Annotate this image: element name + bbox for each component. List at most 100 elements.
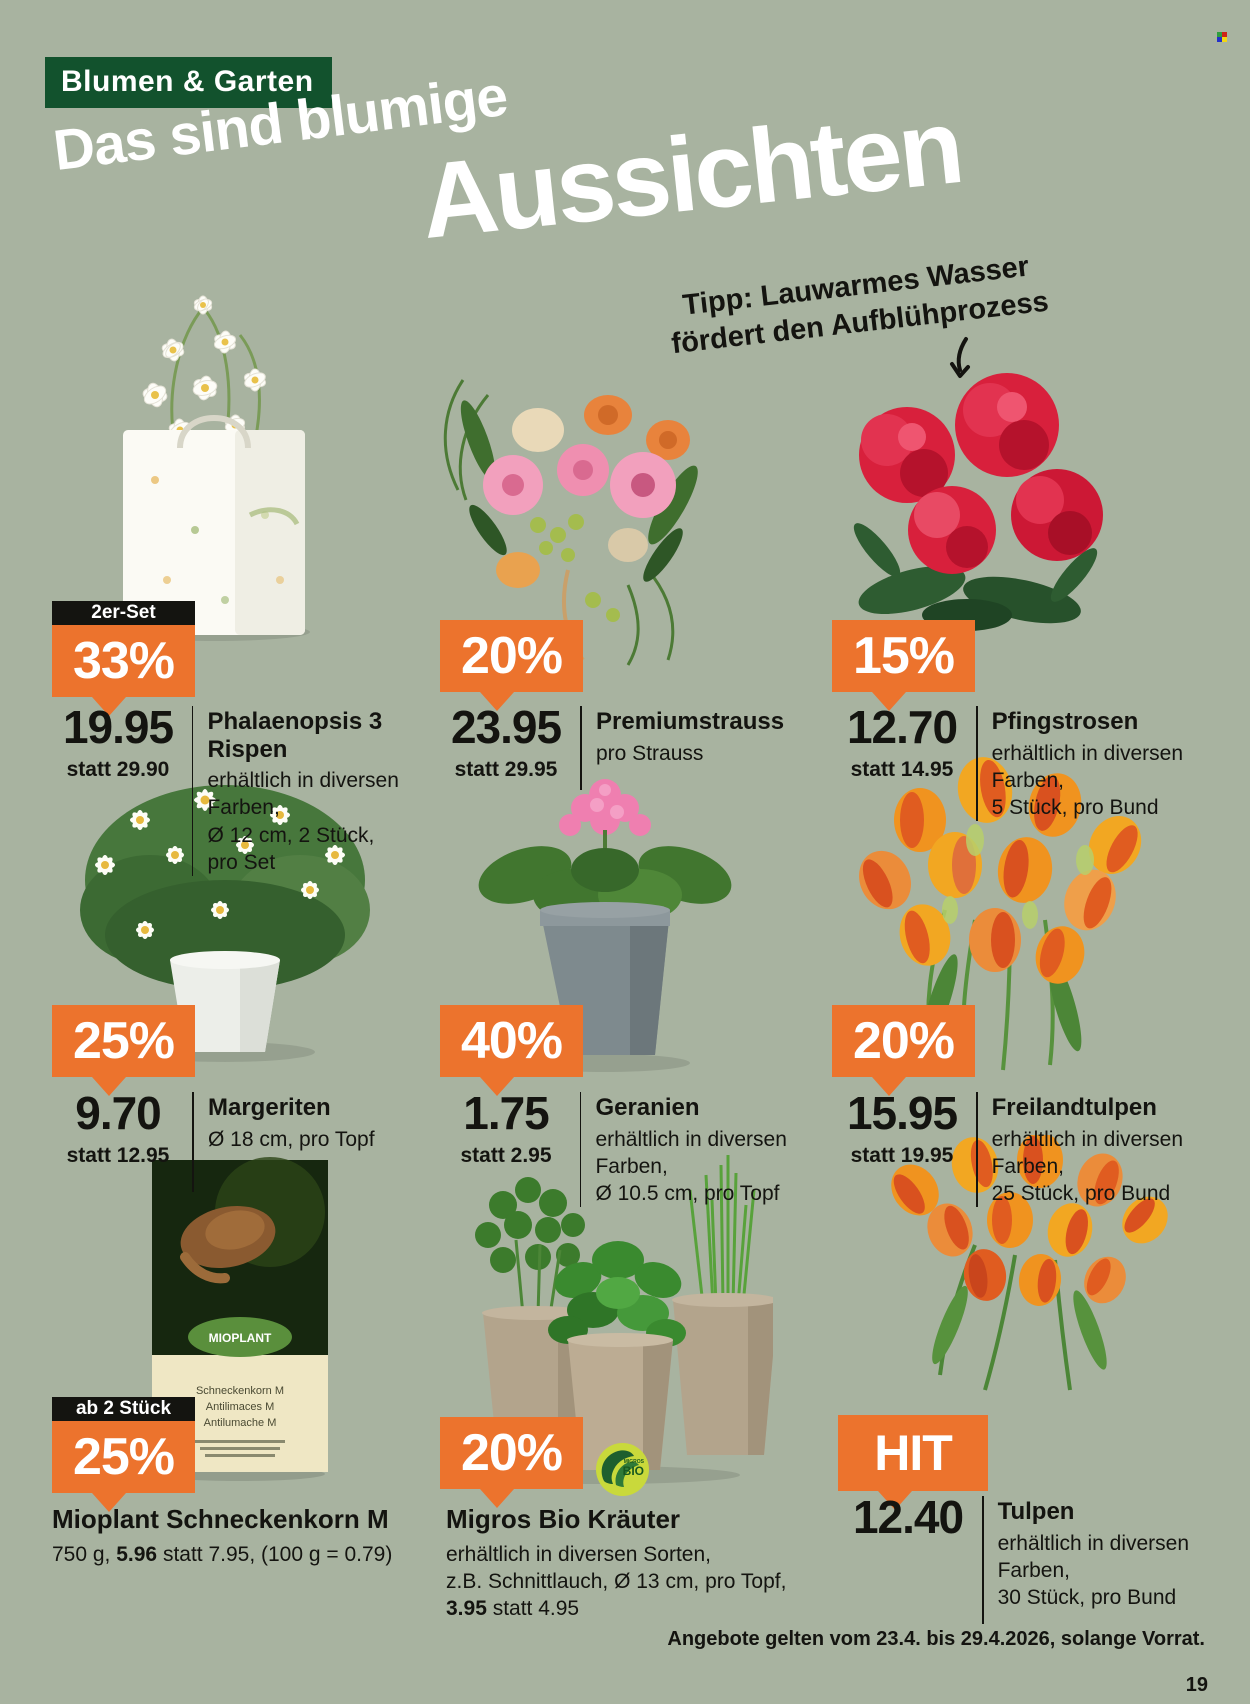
discount-badge-marguerites: 25%: [52, 1005, 195, 1096]
product-desc-line: erhältlich in diversen Farben,: [997, 1531, 1190, 1582]
package-logo-text: MIOPLANT: [209, 1331, 272, 1345]
discount-value: 25%: [52, 1421, 195, 1493]
product-title: Phalaenopsis 3 Rispen: [207, 708, 383, 763]
product-desc-line: erhältlich in diversen Farben,: [595, 1127, 787, 1178]
old-price: statt 29.95: [454, 757, 558, 781]
product-title: Migros Bio Kräuter: [446, 1504, 681, 1534]
marguerite-product-image: [55, 760, 395, 1070]
product-desc-line: Ø 18 cm, pro Topf: [208, 1127, 375, 1151]
peonies-product-image: [812, 365, 1122, 655]
price: 12.70: [846, 701, 958, 753]
offer-validity-text: Angebote gelten vom 23.4. bis 29.4.2026,…: [667, 1628, 1205, 1650]
product-title: Tulpen: [997, 1498, 1075, 1525]
svg-text:Schneckenkorn M: Schneckenkorn M: [196, 1385, 284, 1397]
product-desc-line: erhältlich in diversen Sorten,: [446, 1542, 711, 1566]
product-tile-herbs: Migros Bio Kräuter erhältlich in diverse…: [446, 1504, 806, 1623]
discount-value: 20%: [832, 1005, 975, 1077]
svg-text:Antilumache M: Antilumache M: [204, 1417, 277, 1429]
product-price-inline: 3.95: [446, 1597, 487, 1621]
product-desc-pre: 750 g,: [52, 1542, 117, 1566]
product-tile-field-tulips: 15.95 statt 19.95 Freilandtulpen erhältl…: [842, 1087, 1207, 1208]
slug-pellets-product-image: MIOPLANT Schneckenkorn M Antilimaces M A…: [140, 1152, 340, 1487]
field-tulips-product-image: [825, 750, 1195, 1090]
discount-value: 20%: [440, 620, 583, 692]
product-tile-bouquet: 23.95 statt 29.95 Premiumstrauss pro Str…: [446, 701, 791, 790]
badge-tail-icon: [92, 697, 126, 716]
product-tile-slug-pellets: Mioplant Schneckenkorn M 750 g, 5.96 sta…: [52, 1504, 412, 1568]
hit-badge-tulips: HIT: [838, 1415, 988, 1510]
badge-topbar: ab 2 Stück: [52, 1397, 195, 1421]
old-price: statt 14.95: [850, 757, 954, 781]
product-old-price-inline: statt 4.95: [486, 1597, 580, 1621]
divider: [976, 706, 978, 822]
badge-tail-icon: [872, 692, 906, 711]
discount-value: 33%: [52, 625, 195, 697]
price: 12.40: [852, 1491, 964, 1543]
product-desc-line: Ø 12 cm, 2 Stück, pro Set: [207, 823, 375, 875]
price: 1.75: [463, 1087, 550, 1139]
product-tile-marguerites: 9.70 statt 12.95 Margeriten Ø 18 cm, pro…: [58, 1090, 403, 1192]
product-desc-line: z.B. Schnittlauch, Ø 13 cm, pro Topf,: [446, 1570, 787, 1594]
divider: [976, 1092, 978, 1208]
product-desc-line: erhältlich in diversen Farben,: [991, 741, 1184, 792]
tip-text: Tipp: Lauwarmes Wasser fördert den Aufbl…: [625, 242, 1090, 368]
discount-value: 15%: [832, 620, 975, 692]
divider: [580, 1092, 582, 1208]
product-tile-geraniums: 1.75 statt 2.95 Geranien erhältlich in d…: [446, 1087, 791, 1208]
phalaenopsis-product-image: [85, 280, 345, 650]
discount-badge-peonies: 15%: [832, 620, 975, 711]
tulips-product-image: [855, 1132, 1195, 1410]
bio-badge-line2: BIO: [622, 1464, 644, 1478]
print-color-mark-icon: [1217, 32, 1227, 42]
discount-badge-field-tulips: 20%: [832, 1005, 975, 1096]
discount-value: 20%: [440, 1417, 583, 1489]
product-tile-phalaenopsis: 19.95 statt 29.90 Phalaenopsis 3 Rispen …: [58, 701, 403, 877]
badge-tail-icon: [878, 1491, 912, 1510]
product-title: Freilandtulpen: [991, 1094, 1157, 1121]
badge-tail-icon: [480, 1489, 514, 1508]
divider: [192, 1092, 194, 1192]
badge-tail-icon: [872, 1077, 906, 1096]
product-desc-line: Ø 10.5 cm, pro Topf: [595, 1182, 780, 1206]
price: 15.95: [846, 1087, 958, 1139]
badge-tail-icon: [92, 1493, 126, 1512]
discount-badge-geraniums: 40%: [440, 1005, 583, 1096]
divider: [580, 706, 582, 790]
product-desc-line: pro Strauss: [596, 741, 704, 765]
discount-badge-slug-pellets: ab 2 Stück 25%: [52, 1397, 195, 1512]
migros-bio-badge-icon: MIGROS BIO: [596, 1443, 649, 1496]
divider: [982, 1496, 984, 1624]
badge-tail-icon: [480, 692, 514, 711]
badge-tail-icon: [92, 1077, 126, 1096]
product-title: Geranien: [595, 1094, 700, 1121]
bio-badge-line1: MIGROS: [623, 1459, 644, 1465]
discount-badge-bouquet: 20%: [440, 620, 583, 711]
category-badge: Blumen & Garten: [45, 57, 332, 108]
divider: [192, 706, 194, 877]
premium-bouquet-product-image: [418, 370, 728, 680]
discount-value: 40%: [440, 1005, 583, 1077]
product-desc-line: erhältlich in diversen Farben,: [991, 1127, 1184, 1178]
product-desc-line: erhältlich in diversen Farben,: [207, 769, 399, 820]
badge-tail-icon: [480, 1077, 514, 1096]
badge-topbar: 2er-Set: [52, 601, 195, 625]
product-tile-peonies: 12.70 statt 14.95 Pfingstrosen erhältlic…: [842, 701, 1207, 822]
product-desc-line: 25 Stück, pro Bund: [991, 1182, 1171, 1206]
price: 23.95: [450, 701, 562, 753]
discount-badge-herbs: 20%: [440, 1417, 583, 1508]
page-number: 19: [1185, 1674, 1208, 1696]
product-title: Premiumstrauss: [596, 708, 785, 735]
product-price-inline: 5.96: [116, 1542, 158, 1566]
discount-value: 25%: [52, 1005, 195, 1077]
product-title: Mioplant Schneckenkorn M: [52, 1504, 389, 1534]
product-title: Margeriten: [208, 1094, 331, 1121]
discount-badge-phalaenopsis: 2er-Set 33%: [52, 601, 195, 716]
down-arrow-icon: [946, 336, 976, 385]
svg-text:Antilimaces M: Antilimaces M: [206, 1401, 274, 1413]
old-price: statt 19.95: [850, 1143, 954, 1167]
product-desc-line: 30 Stück, pro Bund: [997, 1586, 1177, 1610]
price: 19.95: [62, 701, 174, 753]
old-price: statt 12.95: [66, 1143, 170, 1167]
product-title: Pfingstrosen: [991, 708, 1139, 735]
